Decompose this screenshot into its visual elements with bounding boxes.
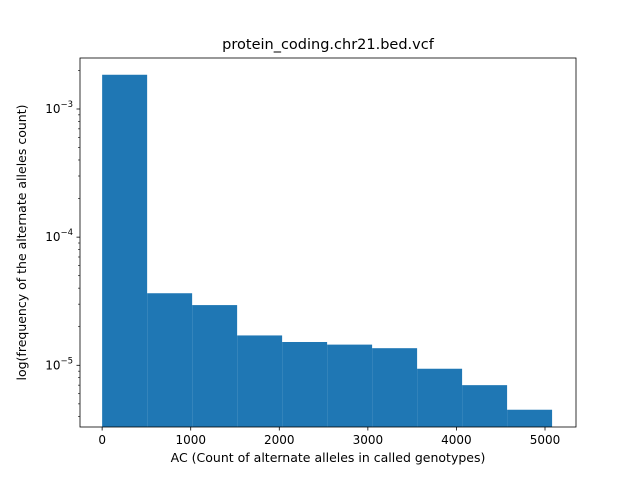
x-axis-ticks: 0 1000 2000 3000 4000 5000 [98,427,560,447]
x-tick-label: 5000 [530,433,561,447]
y-tick-label: 10−5 [45,356,73,372]
histogram-bar-1 [102,74,148,427]
y-axis-ticks: 10−5 10−4 10−3 [45,100,80,372]
x-tick-label: 2000 [264,433,295,447]
x-axis-label: AC (Count of alternate alleles in called… [171,450,486,465]
x-tick-label: 3000 [353,433,384,447]
y-axis-label: log(frequency of the alternate alleles c… [14,105,29,381]
y-tick-label: 10−4 [45,228,73,244]
histogram-bar-9 [462,385,508,427]
y-tick-label: 10−3 [45,100,73,116]
histogram-bar-8 [417,368,463,427]
histogram-bar-6 [327,344,373,427]
histogram-bar-5 [282,341,328,427]
histogram-bar-3 [192,305,238,427]
histogram-bar-10 [507,409,553,427]
chart-title: protein_coding.chr21.bed.vcf [222,37,435,53]
bars-group [102,74,553,427]
histogram-bar-2 [147,293,193,427]
x-tick-label: 4000 [441,433,472,447]
x-tick-label: 0 [98,433,106,447]
x-tick-label: 1000 [175,433,206,447]
histogram-bar-7 [372,348,418,427]
histogram-bar-4 [237,335,283,427]
plot-frame [79,57,577,428]
